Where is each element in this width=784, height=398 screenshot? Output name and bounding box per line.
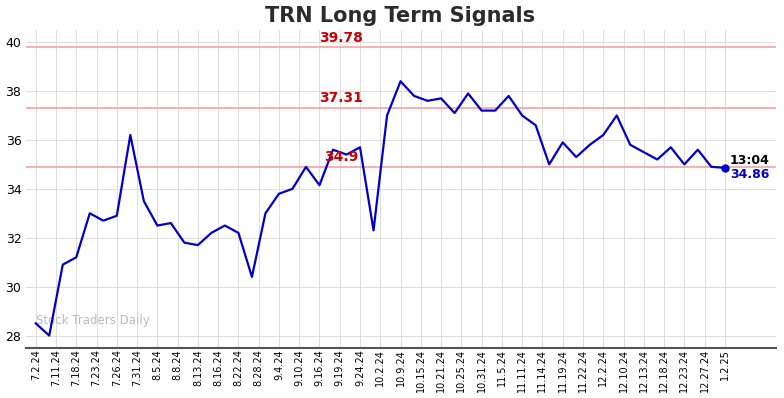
Text: 34.86: 34.86 (730, 168, 769, 181)
Text: 13:04: 13:04 (730, 154, 770, 168)
Title: TRN Long Term Signals: TRN Long Term Signals (266, 6, 535, 25)
Text: Stock Traders Daily: Stock Traders Daily (36, 314, 150, 327)
Text: 39.78: 39.78 (319, 31, 363, 45)
Text: 37.31: 37.31 (319, 91, 363, 105)
Text: 34.9: 34.9 (324, 150, 358, 164)
